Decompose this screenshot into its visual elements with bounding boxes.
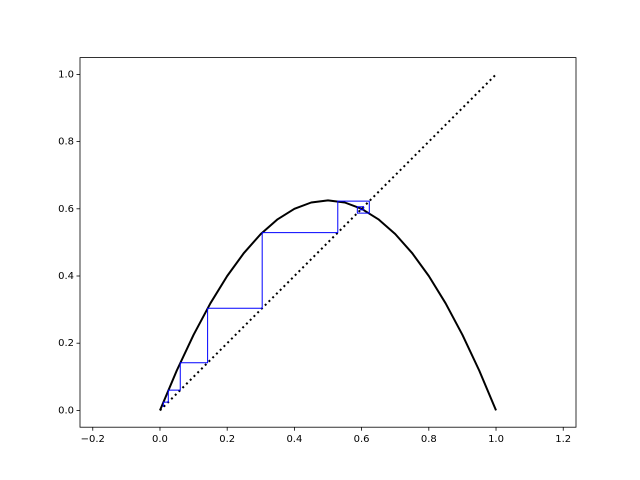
y-tick-label: 0.6 (58, 204, 74, 215)
series-line (159, 199, 497, 411)
x-tick-label: 1.2 (555, 434, 571, 445)
y-tick-label: 1.0 (58, 69, 74, 80)
y-tick-label: 0.2 (58, 338, 74, 349)
plot-frame (79, 57, 577, 428)
x-tick-label: 0.0 (152, 434, 168, 445)
y-tick-label: 0.8 (58, 137, 74, 148)
x-tick-label: 0.8 (421, 434, 437, 445)
x-tick-label: 0.4 (286, 434, 302, 445)
y-tick-label: 0.4 (58, 271, 74, 282)
x-tick-label: −0.2 (81, 434, 105, 445)
y-tick-label: 0.0 (58, 405, 74, 416)
x-tick-label: 0.2 (219, 434, 235, 445)
x-tick-label: 1.0 (488, 434, 504, 445)
x-tick-label: 0.6 (354, 434, 370, 445)
series-line (162, 200, 370, 408)
